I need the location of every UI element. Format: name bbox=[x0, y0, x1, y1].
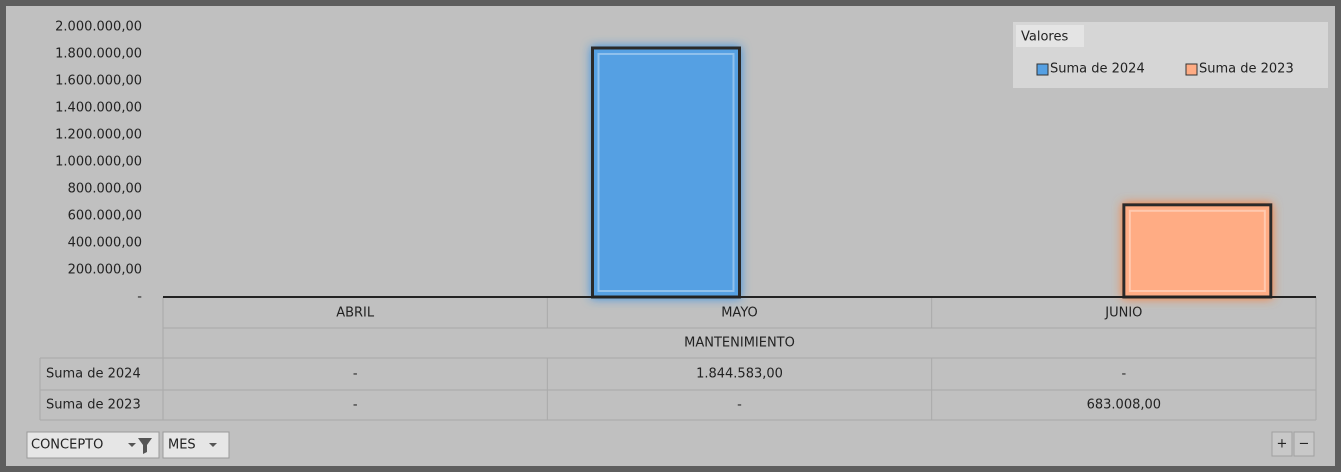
y-tick-label: 1.800.000,00 bbox=[55, 47, 142, 62]
table-cell: - bbox=[353, 367, 358, 382]
y-tick-label: 800.000,00 bbox=[68, 182, 142, 197]
legend-title-box bbox=[1016, 25, 1084, 47]
y-tick-label: 1.000.000,00 bbox=[55, 155, 142, 170]
zoom-button[interactable] bbox=[1271, 431, 1293, 457]
table-row-header: Suma de 2023 bbox=[46, 398, 141, 413]
table-cell: 683.008,00 bbox=[1087, 398, 1161, 413]
y-tick-label: 1.400.000,00 bbox=[55, 101, 142, 116]
table-cell: 1.844.583,00 bbox=[696, 367, 783, 382]
table-row-header: Suma de 2024 bbox=[46, 367, 141, 382]
legend-swatch bbox=[1036, 63, 1049, 76]
y-tick-label: - bbox=[137, 290, 142, 305]
zoom-label[interactable]: − bbox=[1299, 437, 1310, 452]
filter-icon[interactable] bbox=[128, 438, 152, 454]
dropdown-icon[interactable] bbox=[209, 443, 217, 447]
y-tick-label: 400.000,00 bbox=[68, 236, 142, 251]
field-button-label[interactable]: CONCEPTO bbox=[31, 438, 103, 453]
legend-swatch bbox=[1185, 63, 1198, 76]
zoom-label[interactable]: + bbox=[1277, 437, 1288, 452]
x-tick-label: MAYO bbox=[721, 306, 758, 321]
y-tick-label: 1.200.000,00 bbox=[55, 128, 142, 143]
field-button[interactable] bbox=[162, 431, 230, 459]
legend-title: Valores bbox=[1021, 30, 1068, 45]
bar-bevel bbox=[597, 52, 735, 293]
field-button-label[interactable]: MES bbox=[168, 438, 196, 453]
table-cell: - bbox=[737, 398, 742, 413]
x-tick-label: ABRIL bbox=[336, 306, 375, 321]
y-tick-label: 1.600.000,00 bbox=[55, 74, 142, 89]
y-tick-label: 2.000.000,00 bbox=[55, 20, 142, 35]
table-cell: - bbox=[1121, 367, 1126, 382]
legend-label: Suma de 2023 bbox=[1199, 62, 1294, 77]
y-tick-label: 600.000,00 bbox=[68, 209, 142, 224]
y-tick-label: 200.000,00 bbox=[68, 263, 142, 278]
field-button[interactable] bbox=[26, 431, 160, 459]
table-cell: - bbox=[353, 398, 358, 413]
zoom-button[interactable] bbox=[1293, 431, 1315, 457]
x-tick-label: JUNIO bbox=[1104, 306, 1142, 321]
bar-bevel bbox=[1128, 209, 1266, 292]
bar bbox=[591, 46, 741, 299]
group-label: MANTENIMIENTO bbox=[684, 336, 795, 351]
legend-label: Suma de 2024 bbox=[1050, 62, 1145, 77]
bar bbox=[1122, 203, 1273, 299]
